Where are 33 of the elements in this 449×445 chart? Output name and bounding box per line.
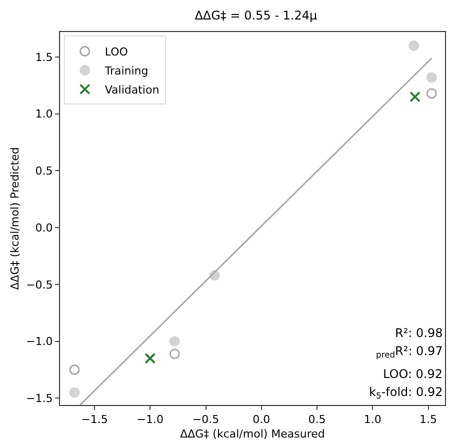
point	[69, 387, 80, 398]
annotation: $_{pred}$R²: 0.97	[376, 344, 443, 360]
annotation: LOO: 0.92	[383, 367, 443, 381]
annotation: R²: 0.98	[395, 326, 443, 340]
point	[69, 364, 80, 375]
y-axis-title: ΔΔG‡ (kcal/mol) Predicted	[8, 147, 22, 290]
point	[408, 40, 420, 51]
x-tick-label: −1.0	[136, 413, 164, 426]
point	[144, 352, 156, 364]
x-tick-label: 1.5	[420, 413, 438, 426]
point	[426, 72, 437, 83]
x-tick-label: −0.5	[192, 413, 220, 426]
legend-label: LOO	[104, 46, 128, 59]
y-tick-label: 0.5	[35, 164, 53, 178]
y-tick-label: −0.5	[26, 278, 53, 292]
point	[426, 88, 437, 99]
y-tick-label: 1.0	[35, 108, 53, 121]
x-axis-title: ΔΔG‡ (kcal/mol) Measured	[180, 427, 325, 440]
y-tick-label: −1.0	[26, 335, 53, 348]
legend-label: Training	[104, 64, 148, 78]
y-tick-label: 1.5	[35, 50, 53, 64]
point	[169, 336, 180, 347]
x-tick-label: 0.0	[252, 413, 270, 426]
point	[169, 348, 180, 360]
x-tick-label: 1.0	[364, 413, 382, 426]
y-tick-label: 0.0	[35, 221, 53, 234]
annotation: k$_{5}$-fold: 0.92	[369, 385, 443, 401]
x-tick-label: −1.5	[81, 413, 108, 426]
x-tick-label: 0.5	[308, 413, 326, 426]
chart-title: ΔΔG‡ = 0.55 - 1.24μ	[194, 8, 318, 23]
point	[409, 91, 420, 102]
y-tick-label: −1.5	[26, 392, 53, 406]
legend-label: Validation	[104, 84, 160, 97]
